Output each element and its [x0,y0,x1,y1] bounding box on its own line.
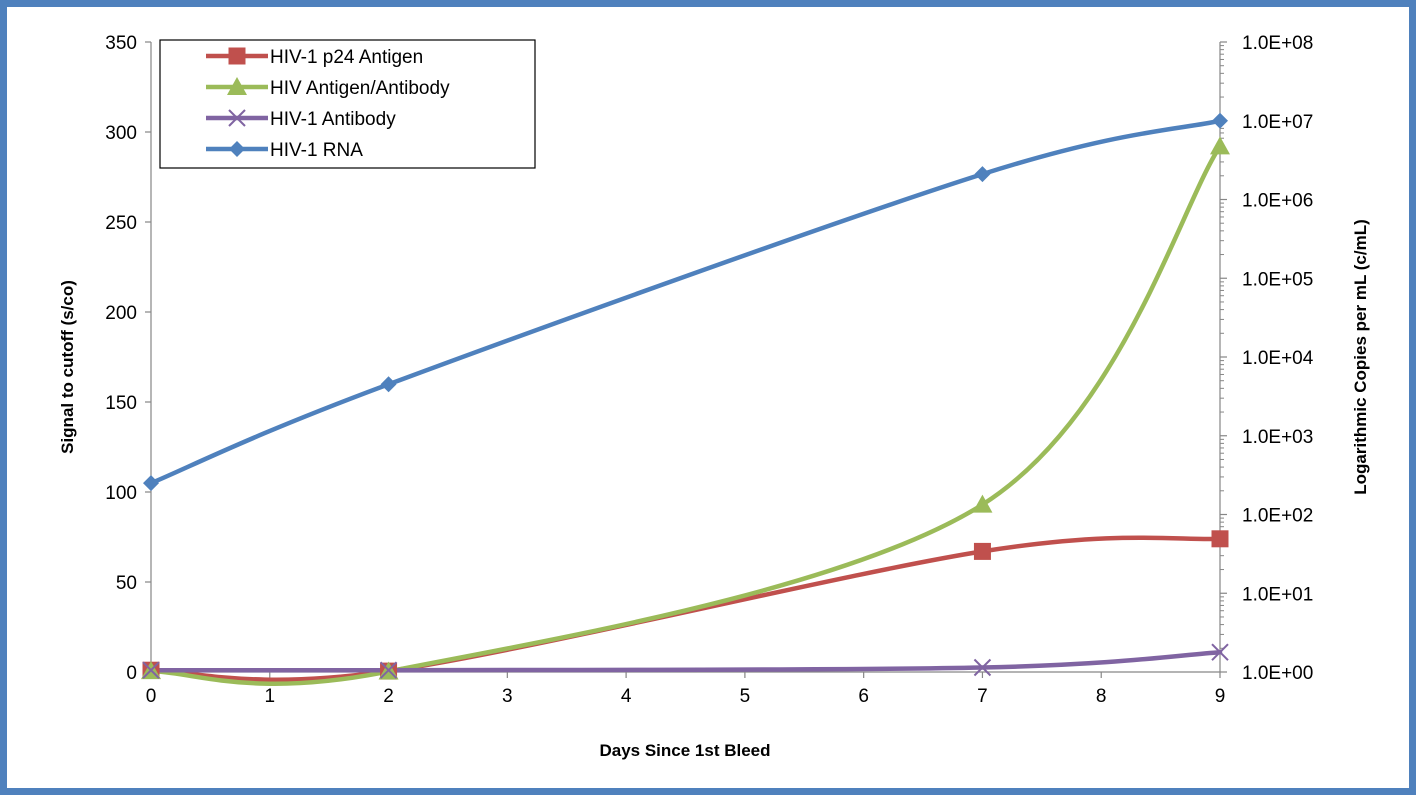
legend-marker-hiv-1-rna [229,141,245,157]
point-hiv-1-antibody [1211,643,1229,661]
series-markers [141,112,1230,680]
axes: 0 1 2 3 4 5 6 7 8 9 0 50 100 150 200 250 300 350 1.0E+00 1.… [105,33,1313,707]
y2-tick-label: 1.0E+04 [1242,348,1314,369]
point-hiv-antigen-antibody [972,494,993,513]
point-hiv-1-antibody [379,661,398,679]
series-lines [148,118,1223,686]
point-hiv-1-rna [1212,112,1228,129]
series-line-hiv-1-rna [148,118,1223,486]
y2-tick-label: 1.0E+03 [1242,427,1313,448]
series-line-hiv-antigen-antibody [148,144,1223,686]
point-hiv-1-antibody-stroke [142,661,160,679]
y-axis-title: Signal to cutoff (s/co) [58,280,77,454]
y2-tick-label: 1.0E+08 [1242,33,1313,54]
legend-box [159,39,536,169]
y-tick-label: 200 [105,303,137,324]
x-tick-label: 8 [1096,686,1107,707]
x-tick-label: 0 [146,686,157,707]
legend-marker-hiv-antigen-antibody [227,77,247,95]
y-tick-label: 150 [105,393,137,414]
point-hiv-1-antibody-stroke [1211,643,1229,661]
legend-marker-hiv-1-p24-antigen [228,47,246,65]
x-tick-label: 3 [502,686,513,707]
point-hiv-1-antibody [142,661,160,679]
y-tick-label: 350 [105,33,137,54]
point-hiv-1-p24-antigen [1211,530,1229,548]
legend-label-hiv-antigen-antibody: HIV Antigen/Antibody [270,78,450,99]
y-tick-label: 250 [105,213,137,234]
x-tick-label: 5 [740,686,751,707]
legend-label-hiv-1-rna: HIV-1 RNA [270,140,363,161]
x-tick-label: 9 [1215,686,1226,707]
series-line-hiv-1-antibody [148,649,1223,673]
x-axis-title: Days Since 1st Bleed [599,741,770,760]
y2-tick-label: 1.0E+00 [1242,663,1313,684]
y-tick-label: 300 [105,123,137,144]
y2-axis-title: Logarithmic Copies per mL (c/mL) [1351,219,1370,495]
x-tick-label: 2 [383,686,394,707]
point-hiv-1-antibody-stroke [973,658,992,677]
legend-label-hiv-1-p24-antigen: HIV-1 p24 Antigen [270,47,423,68]
y2-tick-label: 1.0E+07 [1242,112,1313,133]
point-hiv-1-p24-antigen [973,542,991,560]
y-tick-label: 50 [116,573,137,594]
legend-label-hiv-1-antibody: HIV-1 Antibody [270,109,396,130]
legend: HIV-1 p24 Antigen HIV Antigen/Antibody HIV… [159,39,536,169]
y-tick-label: 0 [126,663,137,684]
y2-tick-label: 1.0E+01 [1242,584,1313,605]
legend-marker-hiv-1-antibody-stroke [228,109,246,127]
legend-marker-hiv-1-antibody [228,109,246,127]
point-hiv-1-rna [380,376,397,393]
y2-tick-label: 1.0E+05 [1242,269,1313,290]
point-hiv-1-rna [143,475,159,492]
point-hiv-1-antibody-stroke [379,661,398,679]
x-tick-label: 4 [621,686,632,707]
x-tick-label: 1 [264,686,275,707]
point-hiv-antigen-antibody [1210,136,1230,155]
point-hiv-1-antibody [973,658,992,677]
y-tick-label: 100 [105,483,137,504]
point-hiv-1-rna [974,166,991,183]
y2-tick-label: 1.0E+06 [1242,191,1313,212]
y2-tick-label: 1.0E+02 [1242,506,1313,527]
x-tick-label: 6 [858,686,869,707]
x-tick-label: 7 [977,686,988,707]
